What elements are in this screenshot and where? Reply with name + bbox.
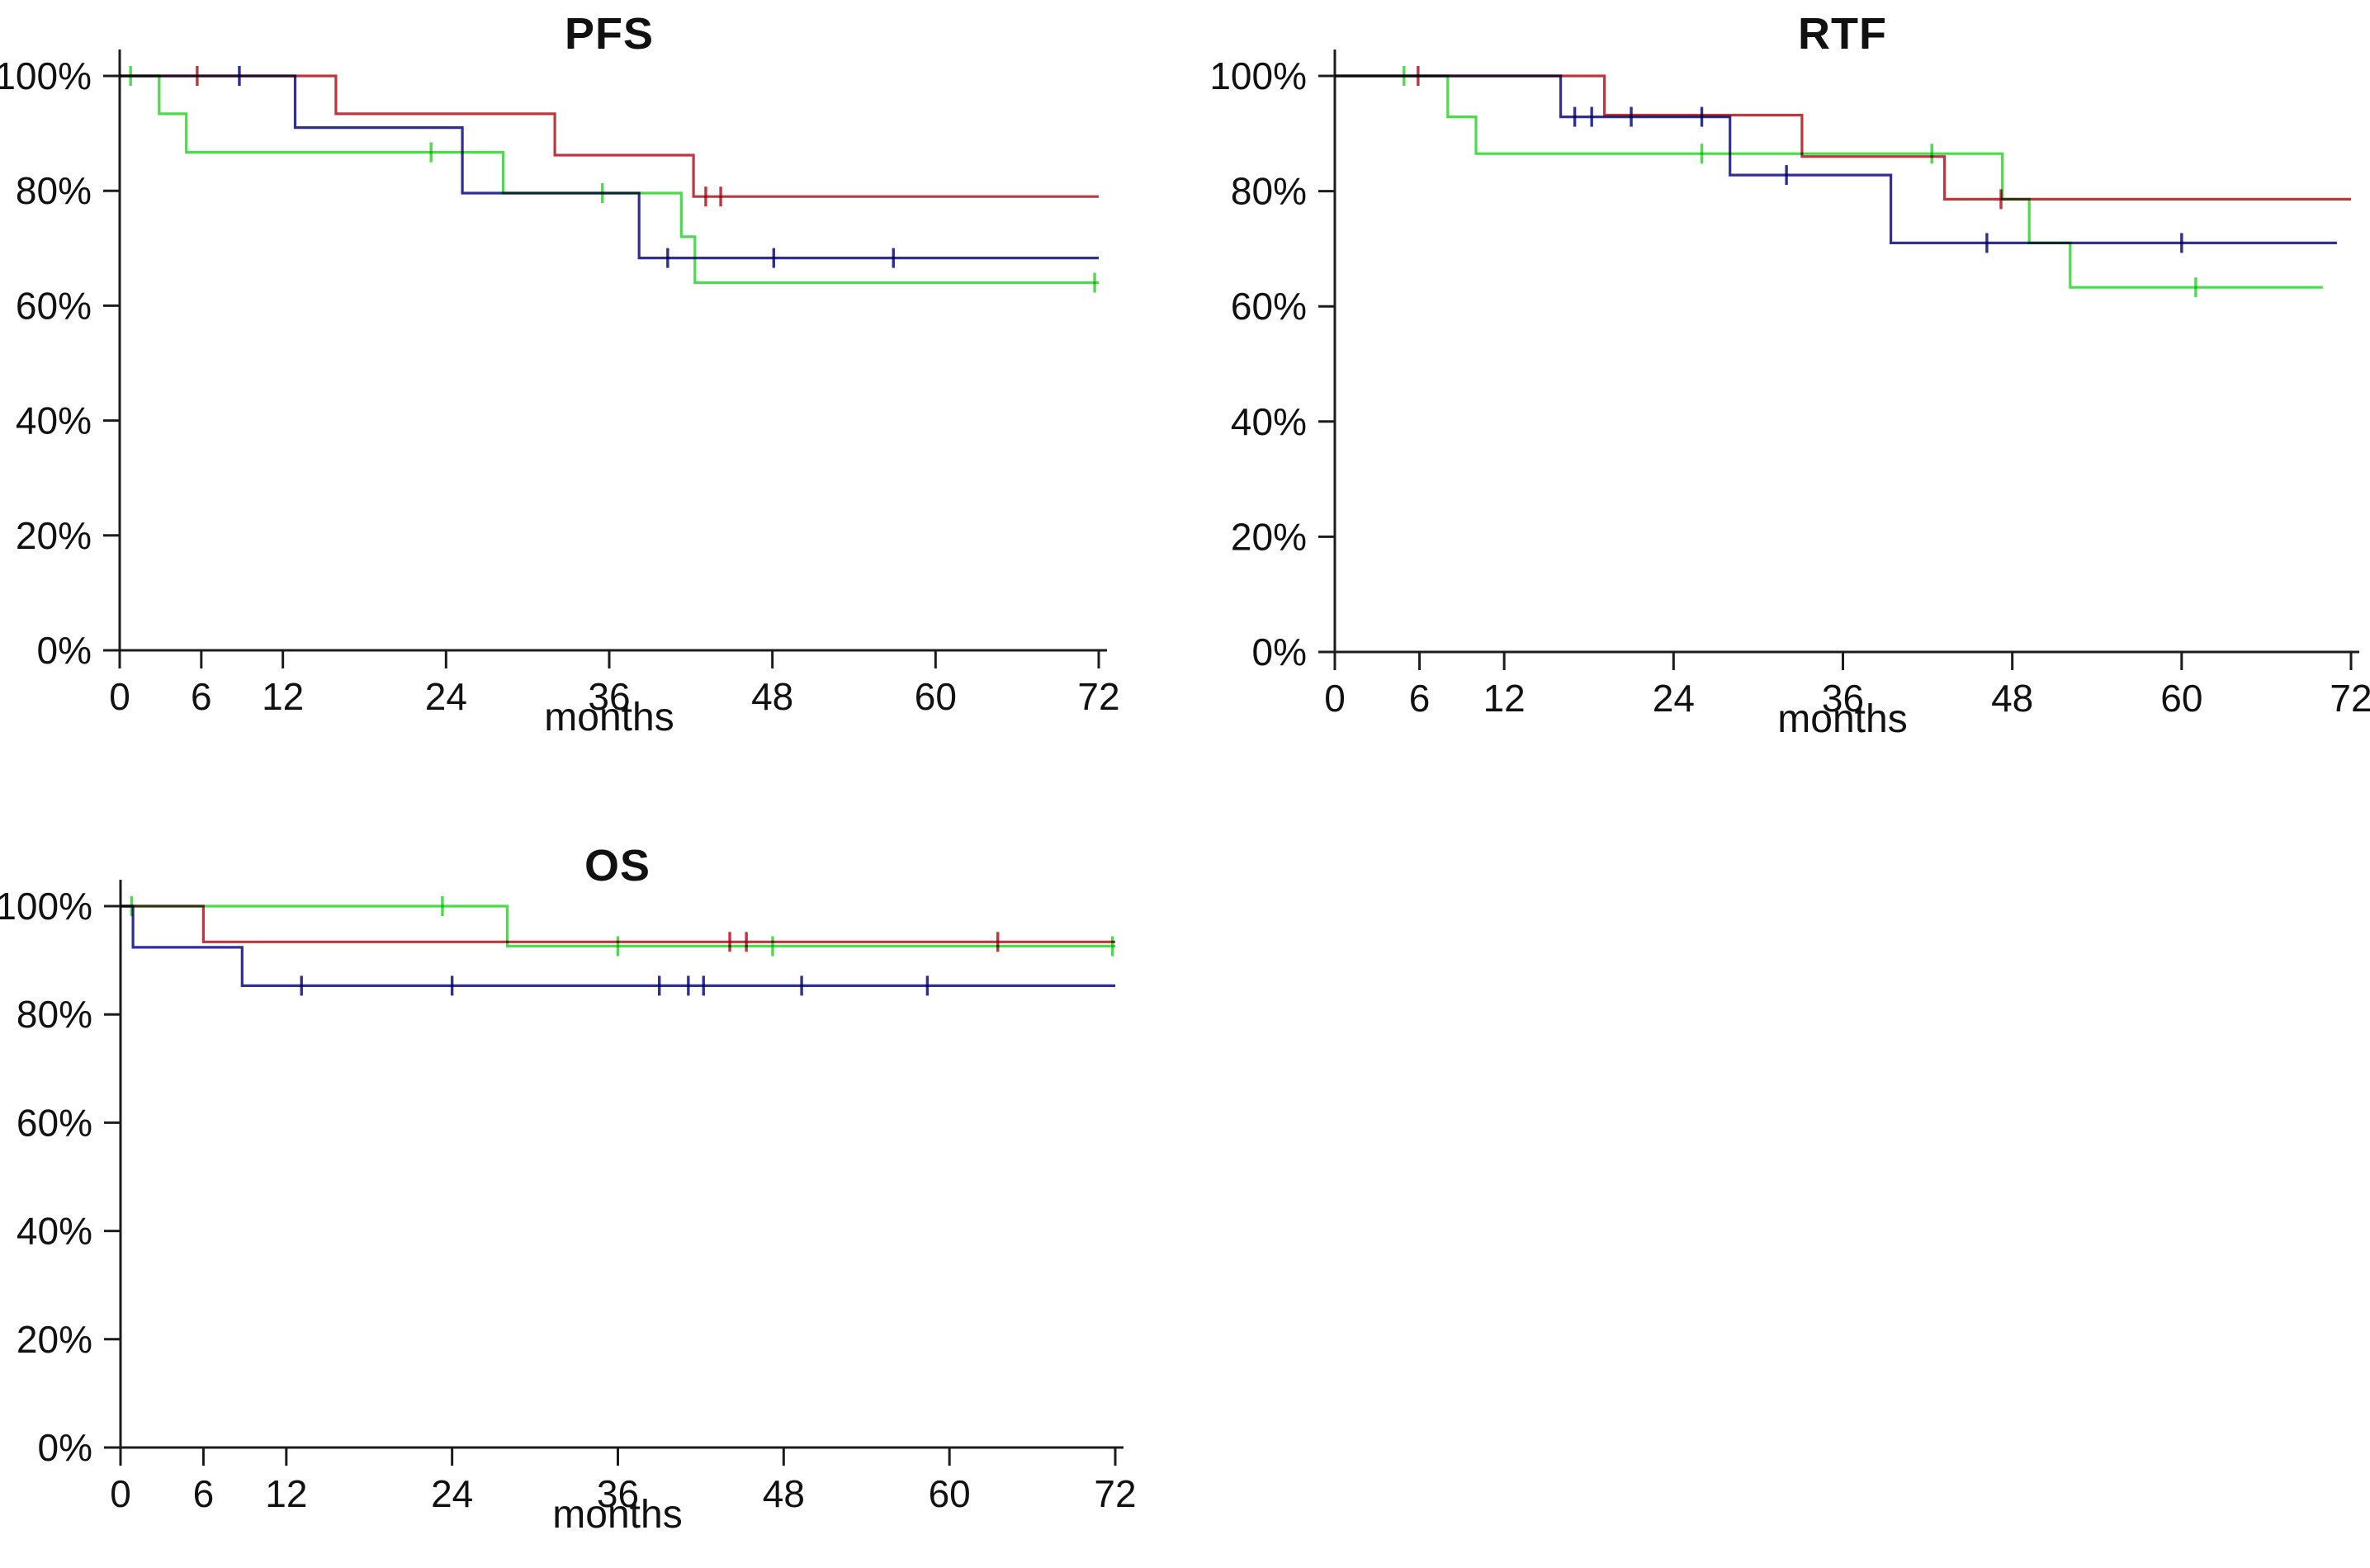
pfs-y-tick-label-0: 0% <box>37 629 92 672</box>
pfs-x-tick-label-72: 72 <box>1077 675 1119 718</box>
os-x-tick-label-36: 36 <box>597 1472 639 1515</box>
x-axis-label-rtf: months <box>1777 697 1908 741</box>
rtf-axes <box>1318 50 2359 670</box>
rtf-x-tick-label-72: 72 <box>2330 677 2370 720</box>
os-series-red-censor-marks <box>728 932 1000 952</box>
pfs-y-tick-label-100: 100% <box>0 54 92 97</box>
rtf-x-tick-label-24: 24 <box>1653 677 1695 720</box>
rtf-series-red-curve <box>1335 74 2351 201</box>
pfs-series-green-censor-marks <box>129 66 1096 293</box>
x-axis-label-os: months <box>552 1493 683 1537</box>
rtf-series-green-censor-marks <box>1403 66 2197 298</box>
os-y-tick-label-80: 80% <box>17 993 92 1036</box>
rtf-chart: 0% 20% 40% 60% 80% 100% 0 6 12 24 36 48 60 72 <box>1209 50 2370 720</box>
os-x-tick-label-60: 60 <box>929 1472 971 1515</box>
os-x-tick-label-6: 6 <box>193 1472 215 1515</box>
pfs-series-green-curve <box>120 74 1099 285</box>
pfs-x-tick-label-48: 48 <box>751 675 793 718</box>
os-y-tick-label-100: 100% <box>0 885 92 928</box>
pfs-series-blue-curve <box>120 74 1099 260</box>
rtf-y-tick-label-100: 100% <box>1209 54 1307 97</box>
rtf-series-blue-curve <box>1335 74 2337 244</box>
os-y-tick-label-0: 0% <box>38 1426 92 1469</box>
pfs-y-tick-label-80: 80% <box>16 169 92 212</box>
os-y-tick-label-40: 40% <box>17 1210 92 1253</box>
pfs-x-tick-label-60: 60 <box>915 675 957 718</box>
os-series-green-curve <box>121 904 1115 948</box>
pfs-x-tick-label-12: 12 <box>262 675 304 718</box>
pfs-series-red-censor-marks <box>196 66 722 207</box>
rtf-series-red-censor-marks <box>1417 66 2003 210</box>
pfs-y-tick-label-60: 60% <box>16 284 92 327</box>
pfs-series-blue-censor-marks <box>238 66 895 268</box>
rtf-series-green-curve <box>1335 74 2323 289</box>
rtf-y-tick-label-40: 40% <box>1231 400 1307 443</box>
os-series-green-censor-marks <box>130 896 1114 956</box>
chart-title-pfs: PFS <box>564 9 655 59</box>
os-y-tick-label-60: 60% <box>17 1101 92 1144</box>
pfs-y-tick-label-20: 20% <box>16 514 92 557</box>
rtf-y-tick-label-60: 60% <box>1231 285 1307 328</box>
rtf-y-tick-label-20: 20% <box>1231 515 1307 558</box>
os-x-tick-label-24: 24 <box>431 1472 473 1515</box>
os-x-tick-label-72: 72 <box>1094 1472 1136 1515</box>
os-y-tick-label-20: 20% <box>17 1318 92 1361</box>
pfs-chart: 0% 20% 40% 60% 80% 100% 0 6 12 24 36 48 60 72 <box>0 50 1120 718</box>
pfs-y-tick-label-40: 40% <box>16 399 92 442</box>
x-axis-label-pfs: months <box>544 696 674 739</box>
os-x-tick-label-12: 12 <box>265 1472 307 1515</box>
rtf-y-tick-label-80: 80% <box>1231 170 1307 213</box>
os-x-tick-label-0: 0 <box>110 1472 131 1515</box>
rtf-x-tick-label-60: 60 <box>2160 677 2202 720</box>
rtf-x-tick-label-48: 48 <box>1991 677 2033 720</box>
os-chart: 0% 20% 40% 60% 80% 100% 0 6 12 24 36 48 60 72 <box>0 880 1137 1515</box>
pfs-series-red-curve <box>120 74 1099 198</box>
pfs-x-tick-label-24: 24 <box>425 675 467 718</box>
pfs-x-tick-label-0: 0 <box>109 675 130 718</box>
chart-title-os: OS <box>584 841 651 890</box>
rtf-series-blue-censor-marks <box>1573 106 2183 253</box>
rtf-x-tick-label-36: 36 <box>1822 677 1864 720</box>
pfs-axes <box>103 50 1107 668</box>
pfs-x-tick-label-36: 36 <box>588 675 630 718</box>
os-axes <box>104 880 1124 1466</box>
rtf-x-tick-label-0: 0 <box>1324 677 1346 720</box>
os-x-tick-label-48: 48 <box>763 1472 805 1515</box>
chart-title-rtf: RTF <box>1798 9 1887 59</box>
rtf-x-tick-label-12: 12 <box>1483 677 1526 720</box>
os-series-blue-censor-marks <box>300 975 930 996</box>
pfs-x-tick-label-6: 6 <box>191 675 212 718</box>
rtf-x-tick-label-6: 6 <box>1409 677 1431 720</box>
rtf-y-tick-label-0: 0% <box>1252 631 1307 673</box>
